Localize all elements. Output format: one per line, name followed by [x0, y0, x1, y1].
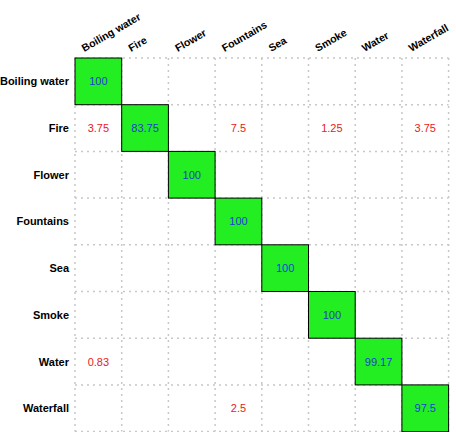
cell	[75, 105, 122, 152]
y-label: Fire	[49, 122, 69, 134]
cell-label: 1.25	[321, 122, 342, 134]
x-label: Sea	[266, 34, 288, 54]
grid-line	[75, 57, 449, 59]
cell	[309, 292, 356, 339]
cell	[402, 105, 449, 152]
x-labels: Boiling waterFireFlowerFountainsSeaSmoke…	[79, 10, 450, 53]
y-label: Flower	[34, 169, 70, 181]
cell	[262, 245, 309, 292]
chart: 100 3.75 83.75 7.5 1.25 3.75 100 100 100 100 0.83 9…	[0, 0, 456, 432]
y-label: Boiling water	[0, 75, 70, 87]
cell-label: 3.75	[415, 122, 436, 134]
cell-label: 7.5	[231, 122, 246, 134]
cell	[75, 58, 122, 105]
cell	[215, 385, 262, 432]
cell	[168, 151, 215, 198]
x-label: Flower	[173, 26, 208, 53]
cells	[75, 58, 449, 432]
cell-label: 97.5	[415, 402, 436, 414]
cell-labels: 100 3.75 83.75 7.5 1.25 3.75 100 100 100 100 0.83 9…	[88, 75, 436, 414]
x-label: Fountains	[219, 18, 269, 54]
x-label: Water	[360, 29, 391, 54]
y-label: Sea	[49, 262, 69, 274]
cell	[355, 338, 402, 385]
y-labels: Boiling water Fire Flower Fountains Sea Smoke…	[0, 75, 70, 414]
x-label: Fire	[126, 34, 149, 54]
cell	[75, 338, 122, 385]
cell-label: 100	[89, 75, 107, 87]
cell	[402, 385, 449, 432]
cell-label: 3.75	[88, 122, 109, 134]
y-label: Waterfall	[23, 402, 69, 414]
x-label: Smoke	[313, 26, 349, 54]
cell	[309, 105, 356, 152]
y-label: Fountains	[16, 215, 69, 227]
y-label: Smoke	[33, 309, 69, 321]
cell-label: 2.5	[231, 402, 246, 414]
grid	[75, 58, 449, 432]
cell-label: 100	[183, 169, 201, 181]
cell-label: 83.75	[131, 122, 159, 134]
cell-label: 99.17	[365, 356, 393, 368]
cell	[215, 105, 262, 152]
cell	[215, 198, 262, 245]
cell-label: 0.83	[88, 356, 109, 368]
grid-line	[75, 431, 449, 432]
x-label: Waterfall	[406, 21, 450, 53]
cell-label: 100	[229, 215, 247, 227]
cell	[122, 105, 169, 152]
cell-label: 100	[323, 309, 341, 321]
y-label: Water	[39, 356, 70, 368]
cell-label: 100	[276, 262, 294, 274]
